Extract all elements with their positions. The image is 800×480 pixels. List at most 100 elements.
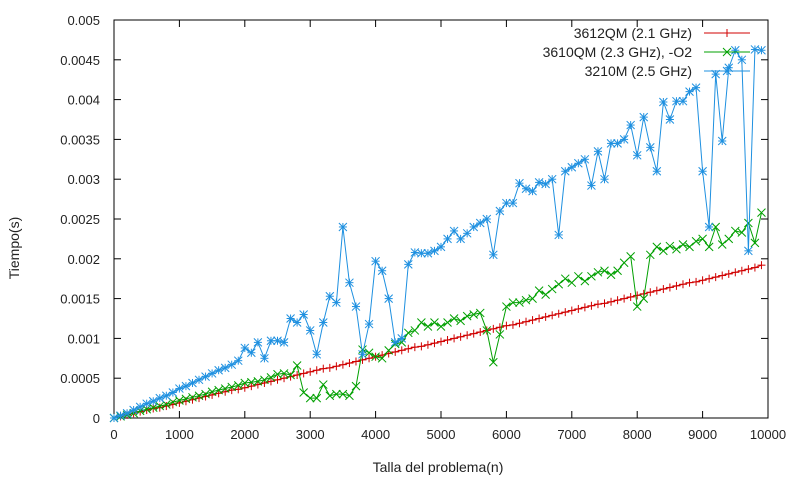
data-point: [482, 326, 492, 335]
data-point: [371, 256, 380, 266]
data-point: [508, 298, 518, 307]
data-point: [175, 396, 184, 405]
data-point: [705, 274, 714, 283]
data-point: [731, 268, 740, 277]
legend-swatch-marker: [722, 47, 732, 57]
data-point: [488, 357, 498, 367]
data-point: [332, 362, 341, 371]
data-point: [547, 284, 557, 294]
data-point: [665, 283, 674, 292]
data-point: [580, 154, 590, 164]
data-point: [462, 311, 472, 321]
y-tick-label: 0.001: [67, 331, 100, 346]
data-point: [495, 330, 505, 339]
data-point: [620, 294, 629, 303]
data-point: [417, 318, 426, 327]
data-point: [659, 285, 668, 294]
data-point: [534, 178, 544, 187]
data-point: [724, 63, 734, 73]
data-point: [737, 266, 746, 275]
data-point: [436, 242, 446, 252]
legend-swatch-marker: [722, 66, 732, 76]
data-point: [645, 143, 655, 152]
data-point: [201, 389, 210, 399]
data-point: [672, 244, 681, 254]
data-point: [626, 293, 635, 302]
data-point: [541, 312, 550, 321]
data-point: [306, 367, 315, 376]
data-point: [450, 334, 459, 343]
data-point: [371, 352, 380, 362]
data-point: [161, 391, 171, 401]
data-point: [639, 294, 649, 303]
data-point: [155, 401, 165, 411]
legend-label: 3610QM (2.3 GHz), -O2: [543, 44, 693, 60]
y-tick-label: 0.0045: [60, 53, 100, 68]
data-point: [607, 297, 616, 306]
x-tick-label: 4000: [361, 427, 390, 442]
data-point: [508, 198, 518, 208]
data-point: [351, 357, 360, 366]
series-2: [109, 208, 766, 423]
data-point: [384, 294, 394, 303]
data-point: [659, 246, 668, 256]
data-point: [606, 139, 616, 148]
data-point: [325, 363, 334, 372]
x-tick-label: 2000: [230, 427, 259, 442]
data-point: [652, 286, 661, 295]
data-point: [260, 353, 269, 363]
data-point: [574, 304, 583, 313]
data-point: [600, 299, 609, 308]
data-point: [351, 381, 361, 391]
data-point: [475, 308, 485, 318]
data-point: [246, 348, 256, 358]
data-point: [724, 269, 733, 278]
series-3: [109, 45, 766, 423]
data-point: [711, 222, 721, 232]
data-point: [312, 393, 322, 403]
data-point: [573, 271, 583, 281]
data-point: [547, 174, 557, 184]
data-point: [652, 242, 662, 252]
data-point: [587, 301, 596, 310]
y-tick-label: 0.0015: [60, 292, 100, 307]
data-point: [194, 391, 204, 401]
plot-frame: [113, 19, 769, 419]
data-point: [299, 369, 308, 378]
plot-border: [113, 19, 769, 419]
data-point: [305, 326, 315, 335]
data-point: [645, 250, 655, 260]
data-point: [600, 174, 609, 184]
data-point: [685, 278, 694, 287]
y-tick-label: 0.004: [67, 93, 100, 108]
data-point: [515, 178, 524, 188]
data-point: [548, 311, 557, 320]
y-tick-label: 0.0035: [60, 132, 100, 147]
data-point: [437, 337, 445, 346]
data-point: [534, 286, 544, 295]
data-point: [613, 296, 622, 305]
data-point: [495, 323, 504, 332]
data-point: [718, 271, 727, 280]
data-point: [299, 310, 309, 319]
data-point: [632, 150, 642, 160]
data-point: [364, 348, 374, 358]
data-point: [449, 226, 459, 236]
data-point: [227, 382, 237, 392]
data-point: [646, 288, 655, 297]
data-point: [521, 295, 531, 305]
data-point: [554, 230, 564, 240]
x-tick-label: 6000: [492, 427, 521, 442]
x-tick-label: 1000: [165, 427, 194, 442]
data-point: [711, 273, 720, 282]
x-axis-title: Talla del problema(n): [373, 459, 504, 475]
data-point: [691, 236, 701, 246]
data-point: [515, 298, 524, 307]
data-point: [698, 276, 707, 285]
data-point: [312, 366, 321, 375]
data-point: [449, 314, 459, 323]
data-point: [737, 55, 747, 65]
data-point: [665, 115, 675, 124]
data-point: [757, 261, 766, 270]
